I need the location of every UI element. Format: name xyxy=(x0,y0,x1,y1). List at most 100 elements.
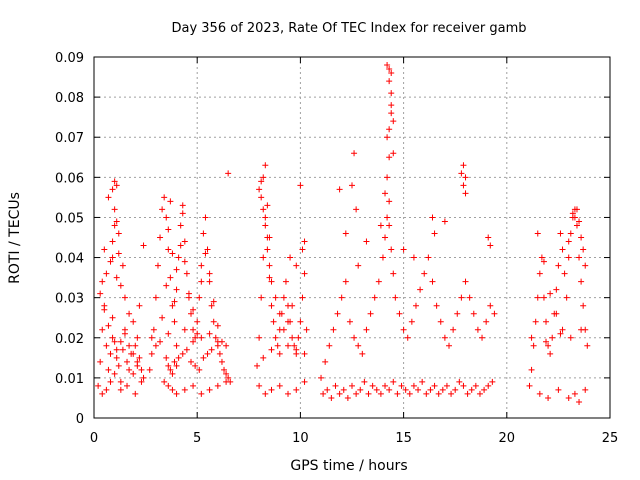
data-point xyxy=(553,286,560,293)
data-point xyxy=(262,390,269,397)
data-point xyxy=(173,342,180,349)
data-point xyxy=(429,278,436,285)
data-point xyxy=(557,330,564,337)
data-point xyxy=(223,342,230,349)
data-point xyxy=(121,294,128,301)
data-point xyxy=(410,382,417,389)
data-point xyxy=(171,298,178,305)
data-point xyxy=(386,198,393,205)
data-point xyxy=(489,378,496,385)
data-point xyxy=(159,314,166,321)
data-point xyxy=(107,378,114,385)
data-point xyxy=(179,210,186,217)
y-tick-label: 0.05 xyxy=(55,211,84,226)
data-point xyxy=(547,290,554,297)
data-point xyxy=(206,278,213,285)
data-point xyxy=(384,62,391,69)
data-point xyxy=(563,294,570,301)
data-point xyxy=(280,294,287,301)
data-point xyxy=(204,246,211,253)
data-point xyxy=(256,334,263,341)
data-point xyxy=(111,222,118,229)
data-point xyxy=(487,242,494,249)
data-point xyxy=(382,190,389,197)
data-point xyxy=(171,318,178,325)
x-tick-label: 10 xyxy=(292,431,309,446)
data-point xyxy=(198,262,205,269)
data-point xyxy=(165,246,172,253)
data-point xyxy=(357,386,364,393)
data-point xyxy=(109,334,116,341)
data-point xyxy=(109,254,116,261)
data-point xyxy=(326,342,333,349)
data-point xyxy=(576,254,583,261)
data-point xyxy=(113,218,120,225)
data-point xyxy=(157,338,164,345)
data-point xyxy=(375,278,382,285)
y-tick-label: 0.09 xyxy=(55,51,84,66)
data-point xyxy=(431,382,438,389)
data-point xyxy=(398,382,405,389)
data-point xyxy=(183,270,190,277)
data-point xyxy=(379,254,386,261)
data-point xyxy=(192,334,199,341)
data-point xyxy=(282,278,289,285)
data-point xyxy=(363,238,370,245)
data-point xyxy=(576,398,583,405)
data-point xyxy=(225,374,232,381)
data-point xyxy=(198,334,205,341)
data-point xyxy=(200,230,207,237)
data-point xyxy=(188,310,195,317)
data-point xyxy=(140,374,147,381)
data-point xyxy=(555,262,562,269)
data-point xyxy=(344,394,351,401)
data-point xyxy=(280,326,287,333)
data-point xyxy=(206,386,213,393)
data-point xyxy=(181,238,188,245)
data-point xyxy=(163,214,170,221)
data-point xyxy=(534,294,541,301)
data-point xyxy=(161,194,168,201)
data-point xyxy=(355,262,362,269)
data-point xyxy=(491,310,498,317)
data-point xyxy=(351,150,358,157)
data-point xyxy=(340,386,347,393)
data-point xyxy=(584,342,591,349)
data-point xyxy=(443,382,450,389)
data-point xyxy=(439,386,446,393)
data-point xyxy=(183,346,190,353)
data-point xyxy=(386,78,393,85)
data-point xyxy=(190,326,197,333)
data-point xyxy=(285,318,292,325)
data-point xyxy=(386,126,393,133)
data-point xyxy=(528,366,535,373)
data-point xyxy=(580,246,587,253)
data-point xyxy=(289,334,296,341)
data-point xyxy=(388,90,395,97)
data-point xyxy=(538,254,545,261)
data-point xyxy=(136,354,143,361)
data-point xyxy=(412,302,419,309)
data-point xyxy=(99,390,106,397)
data-point xyxy=(299,294,306,301)
data-point xyxy=(406,390,413,397)
data-point xyxy=(390,378,397,385)
data-point xyxy=(181,326,188,333)
data-point xyxy=(402,386,409,393)
data-point xyxy=(285,342,292,349)
data-point xyxy=(165,226,172,233)
data-point xyxy=(274,342,281,349)
y-tick-label: 0.03 xyxy=(55,292,84,307)
data-point xyxy=(169,370,176,377)
data-point xyxy=(485,234,492,241)
data-point xyxy=(534,230,541,237)
data-point xyxy=(338,294,345,301)
data-point xyxy=(117,338,124,345)
data-point xyxy=(258,178,265,185)
data-point xyxy=(130,318,137,325)
data-point xyxy=(256,186,263,193)
x-tick-label: 0 xyxy=(90,431,98,446)
data-point xyxy=(202,214,209,221)
data-point xyxy=(394,390,401,397)
data-point xyxy=(448,390,455,397)
